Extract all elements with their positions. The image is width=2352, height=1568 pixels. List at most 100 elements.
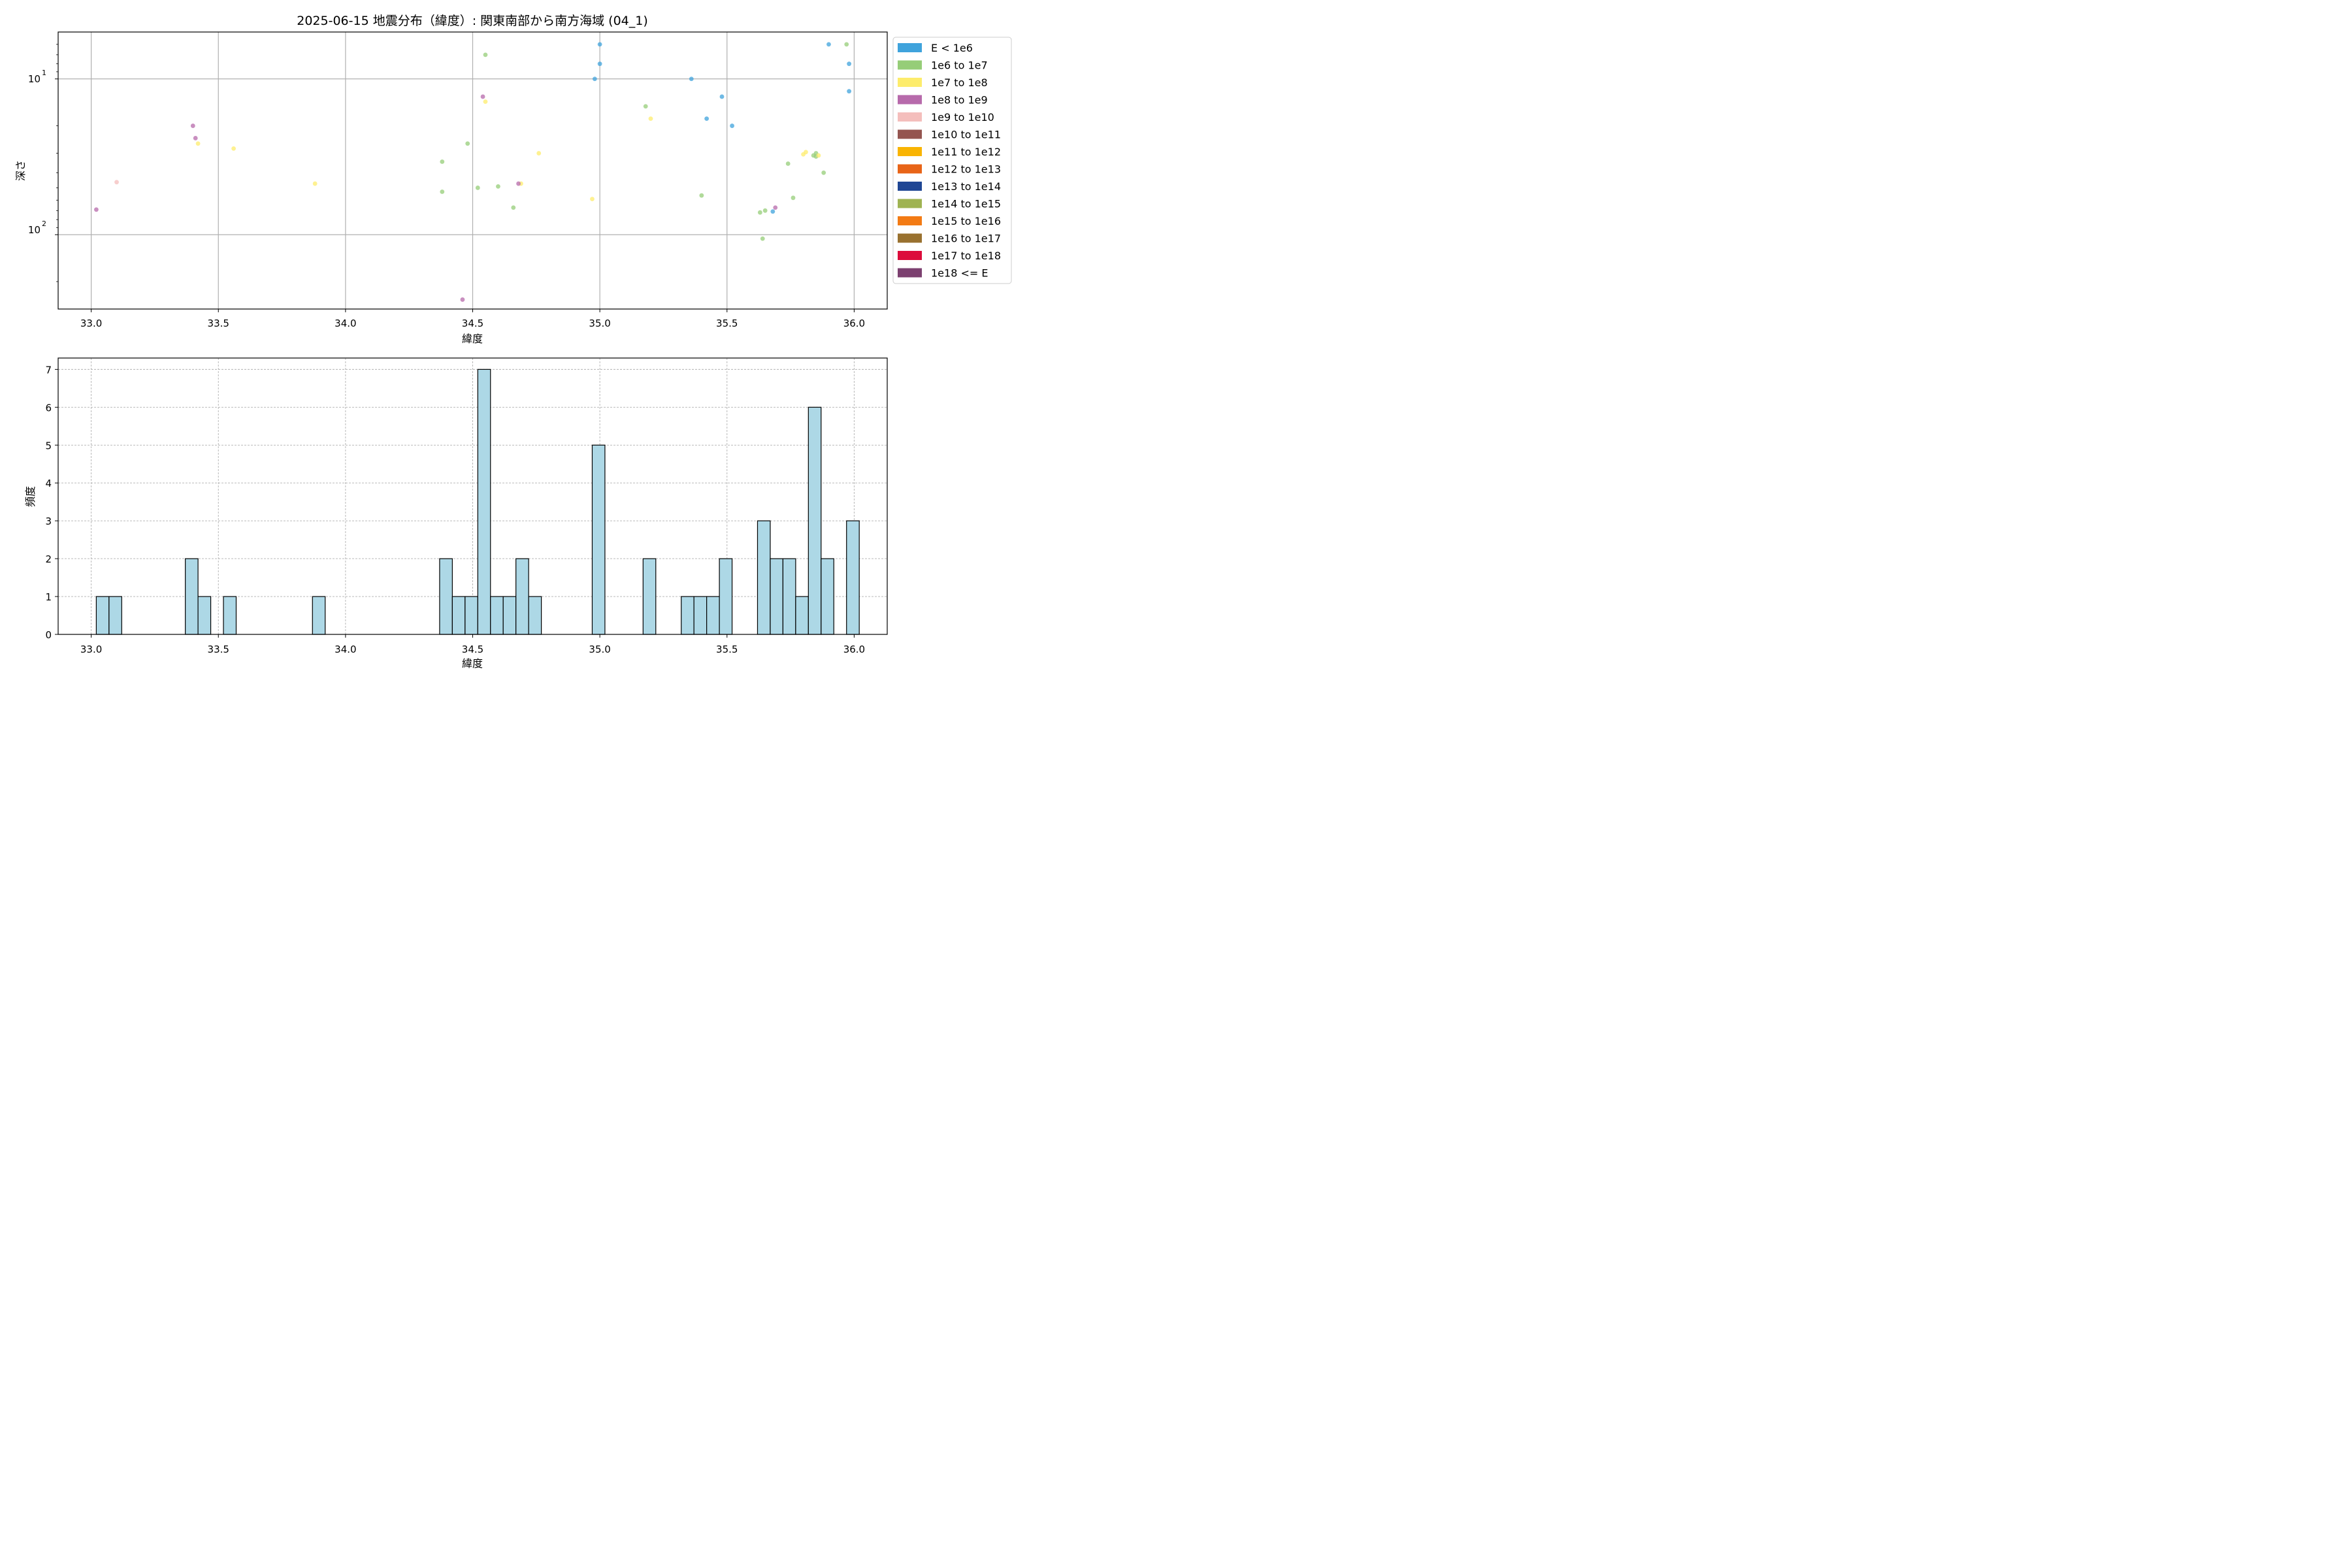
legend-label: E < 1e6: [931, 42, 973, 54]
legend-entry: 1e17 to 1e18: [898, 250, 1001, 262]
histogram-bar: [795, 596, 809, 635]
scatter-y-tick-base: 10: [28, 224, 41, 236]
scatter-point: [440, 159, 445, 164]
histogram-x-ticks: 33.0 33.5 34.0 34.5 35.0 35.5 36.0: [80, 634, 865, 655]
legend-swatch: [898, 233, 922, 243]
legend-swatch: [898, 112, 922, 122]
histogram-bar: [95, 596, 110, 635]
legend-swatch: [898, 182, 922, 191]
histogram-bar: [477, 368, 491, 635]
histogram-bar: [490, 596, 504, 635]
legend: E < 1e6 1e6 to 1e7 1e7 to 1e8 1e8 to 1e9 1e9…: [892, 37, 1012, 284]
scatter-point: [704, 116, 710, 122]
histogram-bar: [451, 596, 466, 635]
histogram-y-tick-label: 3: [45, 515, 52, 527]
scatter-y-tick-label: 10 1: [28, 69, 46, 85]
scatter-point: [826, 42, 831, 47]
histogram-bar: [223, 596, 237, 635]
histogram-x-tick-label: 36.0: [843, 644, 865, 655]
legend-label: 1e9 to 1e10: [931, 111, 994, 123]
scatter-point: [312, 181, 318, 186]
legend-entry: 1e8 to 1e9: [898, 94, 988, 106]
legend-entry: 1e16 to 1e17: [898, 233, 1001, 245]
scatter-point: [816, 153, 821, 158]
legend-entry: E < 1e6: [898, 42, 973, 54]
scatter-x-tick-label: 33.5: [208, 318, 229, 329]
histogram-x-tick-label: 34.5: [462, 644, 483, 655]
scatter-point: [648, 116, 653, 122]
scatter-point: [844, 42, 849, 47]
legend-entry: 1e6 to 1e7: [898, 59, 988, 72]
legend-swatch: [898, 78, 922, 87]
histogram-bars: [95, 368, 860, 635]
legend-label: 1e18 <= E: [931, 267, 988, 280]
scatter-point: [536, 151, 542, 155]
scatter-title: 2025-06-15 地震分布（緯度）: 関東南部から南方海域 (04_1): [297, 14, 648, 28]
legend-entry: 1e9 to 1e10: [898, 111, 994, 123]
scatter-point: [804, 150, 808, 155]
scatter-point: [699, 193, 704, 198]
histogram-y-tick-label: 4: [45, 478, 52, 489]
histogram-y-axis-label: 頻度: [24, 486, 37, 507]
scatter-point: [770, 209, 776, 214]
histogram-x-axis-label: 緯度: [462, 657, 483, 670]
scatter-point: [597, 61, 602, 67]
scatter-point: [757, 210, 762, 215]
legend-swatch: [898, 199, 922, 208]
histogram-bar: [681, 596, 694, 635]
scatter-point: [465, 141, 470, 146]
histogram-x-tick-label: 33.5: [208, 644, 229, 655]
legend-entry: 1e18 <= E: [898, 267, 988, 280]
histogram-bar: [846, 520, 860, 635]
legend-swatch: [898, 268, 922, 278]
legend-label: 1e12 to 1e13: [931, 163, 1001, 176]
histogram-bar: [719, 558, 733, 635]
legend-swatch: [898, 251, 922, 260]
scatter-point: [475, 186, 480, 190]
scatter-point: [597, 42, 602, 47]
scatter-grid: [58, 32, 887, 309]
scatter-y-tick-exponent: 1: [42, 69, 46, 77]
histogram-x-tick-label: 33.0: [80, 644, 102, 655]
scatter-x-tick-label: 35.5: [716, 318, 738, 329]
legend-box: [892, 37, 1012, 284]
legend-entry: 1e7 to 1e8: [898, 76, 988, 89]
histogram-bar: [706, 596, 720, 635]
legend-label: 1e13 to 1e14: [931, 180, 1001, 193]
legend-label: 1e16 to 1e17: [931, 233, 1001, 245]
legend-label: 1e17 to 1e18: [931, 250, 1001, 262]
histogram-x-tick-label: 35.5: [716, 644, 738, 655]
scatter-panel: 2025-06-15 地震分布（緯度）: 関東南部から南方海域 (04_1) 3…: [14, 14, 1012, 345]
scatter-x-ticks: 33.0 33.5 34.0 34.5 35.0 35.5 36.0: [55, 44, 865, 329]
legend-label: 1e8 to 1e9: [931, 94, 988, 106]
legend-entry: 1e11 to 1e12: [898, 146, 1001, 158]
legend-swatch: [898, 95, 922, 105]
scatter-point: [773, 205, 778, 210]
scatter-point: [516, 181, 521, 186]
histogram-bar: [808, 406, 822, 635]
scatter-x-axis-label: 緯度: [462, 333, 483, 345]
figure-background: [0, 0, 1022, 682]
histogram-y-tick-label: 6: [45, 402, 52, 414]
scatter-point: [821, 170, 826, 175]
scatter-point: [483, 99, 488, 105]
scatter-y-ticks: 10 1 10 2: [28, 69, 46, 236]
scatter-point: [592, 76, 597, 82]
scatter-point: [511, 205, 516, 210]
histogram-bar: [312, 596, 326, 635]
scatter-x-tick-label: 34.5: [462, 318, 483, 329]
histogram-bar: [642, 558, 657, 635]
legend-swatch: [898, 216, 922, 225]
legend-label: 1e11 to 1e12: [931, 146, 1001, 158]
scatter-y-axis-label: 深さ: [14, 160, 27, 181]
histogram-bar: [502, 596, 517, 635]
legend-label: 1e6 to 1e7: [931, 59, 988, 72]
scatter-point: [785, 161, 791, 166]
histogram-x-tick-label: 35.0: [589, 644, 610, 655]
scatter-x-tick-label: 34.0: [335, 318, 356, 329]
scatter-point: [643, 104, 648, 109]
legend-label: 1e7 to 1e8: [931, 76, 988, 89]
histogram-bar: [197, 596, 212, 635]
scatter-x-tick-label: 35.0: [589, 318, 610, 329]
histogram-bar: [108, 596, 122, 635]
